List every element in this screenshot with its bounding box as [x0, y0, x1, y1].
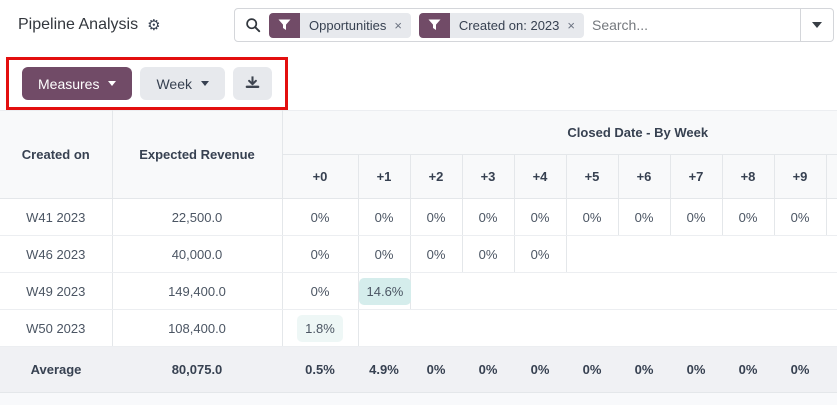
average-cohort-cell: 0% — [462, 346, 514, 393]
cohort-group-header: Closed Date - By Week — [282, 110, 837, 155]
filter-facet-created-on[interactable]: Created on: 2023 × — [418, 12, 584, 38]
cohort-cell[interactable]: 0% — [566, 198, 619, 236]
average-cohort-cell: 0% — [722, 346, 774, 393]
breadcrumb: Pipeline Analysis ⚙ — [18, 16, 161, 34]
header-spacer — [826, 154, 837, 199]
download-button[interactable] — [233, 67, 273, 100]
period-header-row: +0 +1 +2 +3 +4 +5 +6 +7 +8 +9 — [0, 154, 837, 199]
cohort-cell[interactable]: 0% — [282, 198, 359, 236]
cohort-table: Created on Expected Revenue Closed Date … — [0, 110, 837, 393]
filter-facet-opportunities[interactable]: Opportunities × — [269, 12, 411, 38]
view-toolbar: Measures Week — [0, 50, 837, 110]
period-header: +9 — [774, 154, 827, 199]
facet-remove-icon[interactable]: × — [394, 17, 402, 33]
period-header: +4 — [514, 154, 567, 199]
group-header-row: Created on Expected Revenue Closed Date … — [0, 110, 837, 199]
cohort-cell[interactable]: 0% — [618, 198, 671, 236]
search-options-toggle[interactable] — [800, 9, 833, 41]
chevron-down-icon — [812, 22, 822, 28]
cohort-cell[interactable]: 0% — [514, 235, 567, 273]
settings-gear-icon[interactable]: ⚙ — [147, 15, 161, 34]
page-title: Pipeline Analysis — [18, 16, 139, 33]
period-header: +1 — [358, 154, 411, 199]
facet-label: Opportunities — [309, 17, 387, 33]
measures-button[interactable]: Measures — [22, 67, 133, 100]
row-label: Average — [0, 346, 112, 393]
search-input[interactable] — [591, 17, 792, 33]
row-expected-revenue: 149,400.0 — [112, 272, 283, 310]
row-expected-revenue: 22,500.0 — [112, 198, 283, 236]
average-cohort-cell: 0% — [566, 346, 618, 393]
cohort-cell[interactable]: 0% — [462, 198, 515, 236]
period-header: +2 — [410, 154, 463, 199]
average-row: Average 80,075.0 0.5% 4.9% 0% 0% 0% 0% 0% 0% 0% 0% — [0, 346, 837, 393]
cohort-cell[interactable]: 0% — [462, 235, 515, 273]
row-label: W41 2023 — [0, 198, 113, 236]
average-cohort-cell: 4.9% — [358, 346, 410, 393]
cohort-cell[interactable]: 0% — [410, 235, 463, 273]
average-cohort-cell: 0% — [410, 346, 462, 393]
chevron-down-icon — [201, 81, 210, 86]
period-header: +8 — [722, 154, 775, 199]
row-label: W50 2023 — [0, 309, 113, 347]
facet-label: Created on: 2023 — [458, 17, 560, 33]
search-bar[interactable]: Opportunities × Created on: 2023 × — [234, 8, 834, 42]
chevron-down-icon — [108, 81, 117, 86]
cohort-cell[interactable]: 0% — [670, 198, 723, 236]
column-header-created-on: Created on — [0, 110, 113, 199]
average-cohort-cell: 0% — [774, 346, 826, 393]
interval-week-button[interactable]: Week — [140, 67, 226, 100]
average-cohort-cell: 0% — [514, 346, 566, 393]
cohort-cell[interactable]: 0% — [282, 235, 359, 273]
period-header: +0 — [282, 154, 359, 199]
period-header: +7 — [670, 154, 723, 199]
column-header-expected-revenue: Expected Revenue — [112, 110, 283, 199]
table-row: W46 2023 40,000.0 0% 0% 0% 0% 0% — [0, 235, 837, 273]
period-header: +6 — [618, 154, 671, 199]
row-expected-revenue: 80,075.0 — [112, 346, 282, 393]
empty-cells — [358, 309, 837, 347]
cohort-cell[interactable]: 14.6% — [358, 272, 412, 310]
filter-funnel-icon — [418, 12, 450, 38]
table-row: W50 2023 108,400.0 1.8% — [0, 309, 837, 347]
empty-cells — [566, 235, 837, 273]
period-header: +5 — [566, 154, 619, 199]
filter-funnel-icon — [269, 12, 300, 38]
empty-cells — [826, 346, 837, 393]
cohort-cell[interactable]: 0% — [410, 198, 463, 236]
row-label: W49 2023 — [0, 272, 113, 310]
row-expected-revenue: 108,400.0 — [112, 309, 283, 347]
average-cohort-cell: 0% — [618, 346, 670, 393]
search-icon — [245, 17, 261, 33]
download-icon — [245, 75, 260, 93]
cohort-cell[interactable]: 0% — [774, 198, 827, 236]
cohort-cell[interactable]: 0% — [358, 198, 411, 236]
empty-cells — [410, 272, 837, 310]
annotation-highlight-box: Measures Week — [6, 57, 289, 110]
empty-cells — [826, 198, 837, 236]
page-background-strip — [0, 393, 837, 405]
average-cohort-cell: 0.5% — [282, 346, 358, 393]
cohort-cell[interactable]: 0% — [514, 198, 567, 236]
cohort-cell[interactable]: 0% — [358, 235, 411, 273]
cohort-cell[interactable]: 0% — [722, 198, 775, 236]
period-header: +3 — [462, 154, 515, 199]
average-cohort-cell: 0% — [670, 346, 722, 393]
facet-remove-icon[interactable]: × — [567, 17, 575, 33]
cohort-cell[interactable]: 0% — [282, 272, 359, 310]
top-bar: Pipeline Analysis ⚙ Opportunities × Crea… — [0, 0, 837, 50]
row-label: W46 2023 — [0, 235, 113, 273]
cohort-cell[interactable]: 1.8% — [282, 309, 359, 347]
table-row: W41 2023 22,500.0 0% 0% 0% 0% 0% 0% 0% 0% 0% 0% — [0, 198, 837, 236]
table-row: W49 2023 149,400.0 0% 14.6% — [0, 272, 837, 310]
row-expected-revenue: 40,000.0 — [112, 235, 283, 273]
